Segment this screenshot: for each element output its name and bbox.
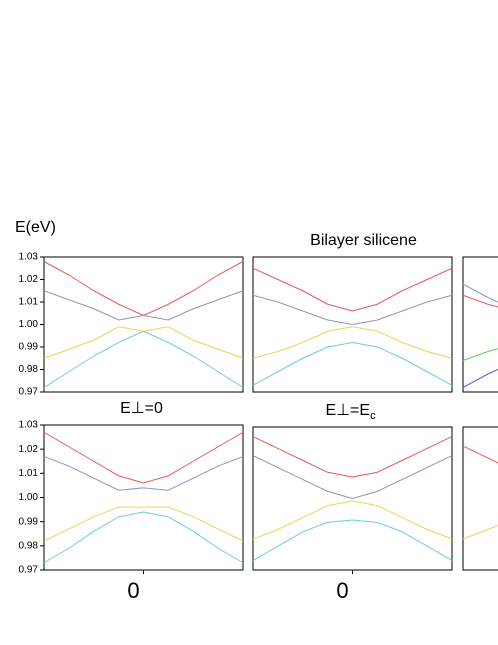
y-tick-label: 0.97 — [19, 565, 39, 576]
panel-title: E⊥=Ec — [325, 402, 376, 422]
band-curve — [462, 283, 498, 303]
band-curve — [43, 506, 244, 542]
band-curve — [43, 431, 244, 484]
y-axis-label: E(eV) — [15, 219, 56, 236]
x-tick-label: 0 — [127, 578, 139, 603]
x-tick-label: 0 — [336, 578, 348, 603]
panel-title: Bilayer silicene — [310, 232, 417, 249]
y-tick-label: 1.00 — [19, 319, 39, 330]
band-curve — [462, 525, 498, 540]
band-curve — [252, 500, 453, 540]
band-curve — [252, 455, 453, 500]
y-tick-label: 1.02 — [19, 444, 39, 455]
y-tick-label: 0.99 — [19, 342, 39, 353]
band-curve — [252, 436, 453, 478]
title-text: E⊥=0 — [120, 400, 163, 417]
y-tick-label: 0.99 — [19, 516, 39, 527]
band-curve — [252, 294, 453, 326]
band-curve — [43, 330, 244, 388]
title-text: E⊥=E — [325, 402, 370, 419]
plot-frame — [252, 256, 453, 393]
y-tick-label: 1.01 — [19, 297, 39, 308]
y-tick-label: 1.03 — [19, 420, 39, 431]
band-curve — [43, 455, 244, 491]
band-curve — [252, 519, 453, 561]
title-subscript: c — [370, 410, 376, 422]
band-curve — [43, 511, 244, 564]
plot-frame — [43, 424, 244, 571]
plot-frame — [43, 256, 244, 393]
band-curve — [43, 261, 244, 317]
y-tick-label: 0.98 — [19, 364, 39, 375]
band-curve — [462, 348, 498, 361]
plot-frame — [462, 256, 498, 393]
panel-title: E⊥=0 — [120, 400, 163, 417]
y-tick-label: 1.02 — [19, 274, 39, 285]
y-tick-label: 1.00 — [19, 492, 39, 503]
band-curve — [462, 445, 498, 464]
y-tick-label: 1.01 — [19, 468, 39, 479]
band-curve — [252, 267, 453, 312]
band-curve — [462, 294, 498, 308]
y-tick-label: 0.98 — [19, 540, 39, 551]
y-tick-label: 1.03 — [19, 252, 39, 263]
band-curve — [252, 326, 453, 359]
y-tick-label: 0.97 — [19, 387, 39, 398]
band-curve — [252, 341, 453, 386]
band-curve — [462, 368, 498, 388]
plot-frame — [462, 426, 498, 571]
title-text: Bilayer silicene — [310, 232, 417, 249]
band-curve — [43, 290, 244, 321]
